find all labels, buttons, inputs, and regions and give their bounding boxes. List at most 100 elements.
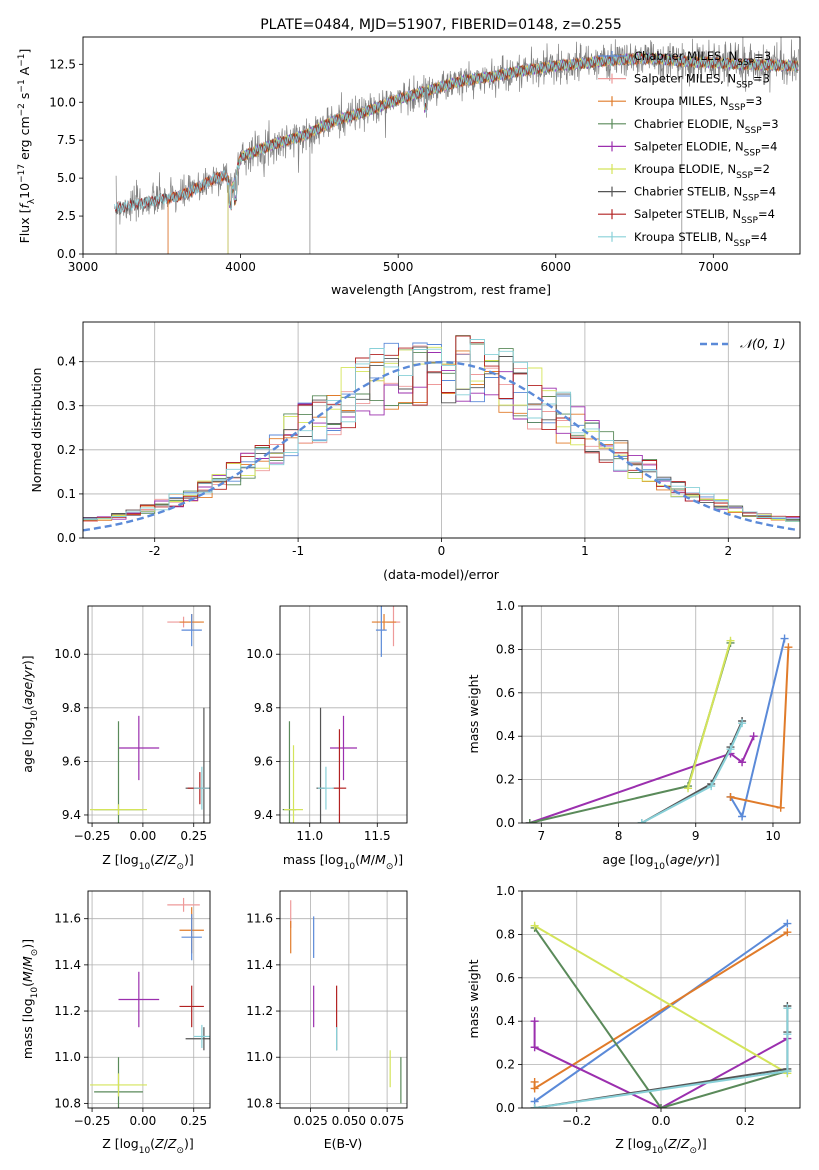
x-tick-label: 10 — [765, 829, 780, 843]
x-tick-label: 0.2 — [736, 1114, 755, 1128]
weight-marker-kroupa_miles — [726, 792, 735, 801]
weight-marker-kroupa_stelib — [783, 1004, 792, 1013]
y-tick-label: 11.6 — [246, 912, 273, 926]
y-tick-label: 12.5 — [49, 57, 76, 71]
gaussian-curve — [83, 360, 798, 532]
y-tick-label: 0.8 — [496, 642, 515, 656]
chart-title: PLATE=0484, MJD=51907, FIBERID=0148, z=0… — [260, 17, 622, 33]
x-axis-label: (data-model)/error — [383, 567, 500, 582]
y-tick-label: 11.0 — [246, 1050, 273, 1064]
weight-marker-kroupa_stelib — [783, 1030, 792, 1039]
x-axis-label: age [log10(age/yr)] — [602, 852, 719, 872]
weight-line-kroupa_elodie — [687, 640, 732, 789]
x-tick-label: 1 — [581, 544, 589, 558]
x-tick-label: 0 — [438, 544, 446, 558]
axes-weight_vs_z: −0.2 0.0 0.2 0.0 0.2 0.4 0.6 0.8 1.0 Z [log10(Z/Z… — [466, 884, 801, 1156]
weight-marker-kroupa_stelib — [637, 819, 646, 823]
y-tick-label: 7.5 — [57, 133, 76, 147]
y-tick-label: 0.6 — [496, 686, 515, 700]
y-axis-label: Flux [fλ10−17 erg cm−2 s−1 A−1] — [17, 49, 37, 244]
legend-label: Salpeter ELODIE, NSSP=4 — [634, 139, 777, 158]
x-axis-label: Z [log10(Z/Z⊙)] — [102, 1136, 194, 1156]
weight-marker-kroupa_miles — [784, 643, 793, 652]
y-axis-label: age [log10(age/yr)] — [20, 655, 40, 772]
axes-weight_vs_age: 7 8 9 10 0.0 0.2 0.4 0.6 0.8 1.0 age [log10(age/yr… — [466, 599, 801, 872]
weight-marker-kroupa_elodie — [726, 636, 735, 645]
y-tick-label: 9.8 — [254, 701, 273, 715]
weight-marker-kroupa_stelib — [783, 1067, 792, 1076]
plot-area — [525, 634, 793, 823]
weight-marker-kroupa_elodie — [684, 784, 693, 793]
weight-marker-chabrier_miles — [783, 919, 792, 928]
weight-marker-salpeter_elodie — [530, 1017, 539, 1026]
x-tick-label: 0.00 — [130, 1114, 157, 1128]
y-tick-label: 10.8 — [246, 1096, 273, 1110]
histogram-salpeter_stelib — [83, 335, 800, 521]
weight-marker-chabrier_miles — [780, 634, 789, 643]
histogram-kroupa_elodie — [83, 346, 800, 523]
y-tick-label: 0.1 — [57, 487, 76, 501]
weight-marker-chabrier_elodie — [525, 819, 534, 823]
y-tick-label: 11.0 — [54, 1050, 81, 1064]
y-tick-label: 11.2 — [54, 1004, 81, 1018]
x-axis-label: Z [log10(Z/Z⊙)] — [102, 852, 194, 872]
axes-age_vs_mass: 11.0 11.5 9.4 9.6 9.8 10.0 mass [log10(M/M⊙)] — [246, 605, 408, 872]
weight-marker-salpeter_elodie — [749, 732, 758, 741]
legend-label: Chabrier ELODIE, NSSP=3 — [634, 117, 779, 136]
x-tick-label: 9 — [692, 829, 700, 843]
y-tick-label: 0.3 — [57, 399, 76, 413]
x-tick-label: −0.2 — [562, 1114, 591, 1128]
axes-frame — [87, 605, 211, 824]
weight-line-salpeter_elodie — [533, 1021, 788, 1108]
x-tick-label: -2 — [149, 544, 161, 558]
weight-line-chabrier_miles — [534, 922, 788, 1103]
x-tick-label: 0.25 — [180, 829, 207, 843]
axes-age_vs_z: −0.25 0.00 0.25 9.4 9.6 9.8 10.0 Z [log10(Z/Z⊙)… — [20, 605, 211, 872]
y-axis-label: mass weight — [466, 674, 481, 753]
weight-marker-chabrier_miles — [738, 812, 747, 821]
y-tick-label: 1.0 — [496, 599, 515, 613]
y-tick-label: 0.8 — [496, 927, 515, 941]
y-tick-label: 0.2 — [57, 443, 76, 457]
y-tick-label: 10.0 — [49, 95, 76, 109]
legend: 𝒩(0, 1) — [700, 336, 786, 351]
y-tick-label: 9.6 — [254, 754, 273, 768]
x-tick-label: 7000 — [698, 260, 729, 274]
x-tick-label: 5000 — [383, 260, 414, 274]
plot-area — [290, 900, 402, 1104]
weight-marker-kroupa_stelib — [726, 745, 735, 754]
weight-line-chabrier_elodie — [529, 642, 732, 823]
x-tick-label: 2 — [724, 544, 732, 558]
x-tick-label: −0.25 — [74, 829, 111, 843]
weight-marker-kroupa_stelib — [530, 1104, 539, 1108]
plot-area — [83, 335, 800, 532]
weight-marker-kroupa_miles — [776, 803, 785, 812]
weight-marker-kroupa_elodie — [530, 921, 539, 930]
weight-line-chabrier_elodie — [533, 927, 788, 1108]
x-axis-label: wavelength [Angstrom, rest frame] — [331, 282, 551, 297]
x-tick-label: -1 — [292, 544, 304, 558]
weight-marker-kroupa_stelib — [738, 719, 747, 728]
x-tick-label: 11.0 — [296, 829, 323, 843]
axes-frame — [279, 890, 408, 1109]
weight-line-kroupa_elodie — [534, 924, 788, 1075]
axes-spectrum: 3000 4000 5000 6000 7000 0.0 2.5 5.0 7.5 10.0 12.5… — [17, 17, 801, 297]
axes-mass_vs_ebv: 0.025 0.050 0.075 10.8 11.0 11.2 11.4 11.6 E(B-V… — [246, 890, 408, 1151]
y-tick-label: 0.4 — [496, 1014, 515, 1028]
legend-label: Kroupa ELODIE, NSSP=2 — [634, 162, 770, 181]
legend-label: Kroupa MILES, NSSP=3 — [634, 94, 762, 113]
legend-label: Kroupa STELIB, NSSP=4 — [634, 230, 767, 249]
legend: Chabrier MILES, NSSP=3 Salpeter MILES, NS… — [598, 49, 779, 249]
weight-marker-kroupa_miles — [530, 1084, 539, 1093]
x-tick-label: 0.050 — [332, 1114, 366, 1128]
axes-frame — [82, 321, 801, 539]
legend-label: Chabrier STELIB, NSSP=4 — [634, 185, 776, 204]
x-tick-label: 3000 — [68, 260, 99, 274]
plot-area — [114, 37, 799, 254]
weight-marker-chabrier_elodie — [657, 1104, 665, 1108]
weight-line-kroupa_stelib — [534, 1008, 789, 1108]
legend-label: Salpeter MILES, NSSP=3 — [634, 72, 770, 91]
model-spectrum-kroupa_stelib — [114, 52, 799, 214]
y-tick-label: 0.0 — [57, 531, 76, 545]
x-tick-label: 11.5 — [364, 829, 391, 843]
